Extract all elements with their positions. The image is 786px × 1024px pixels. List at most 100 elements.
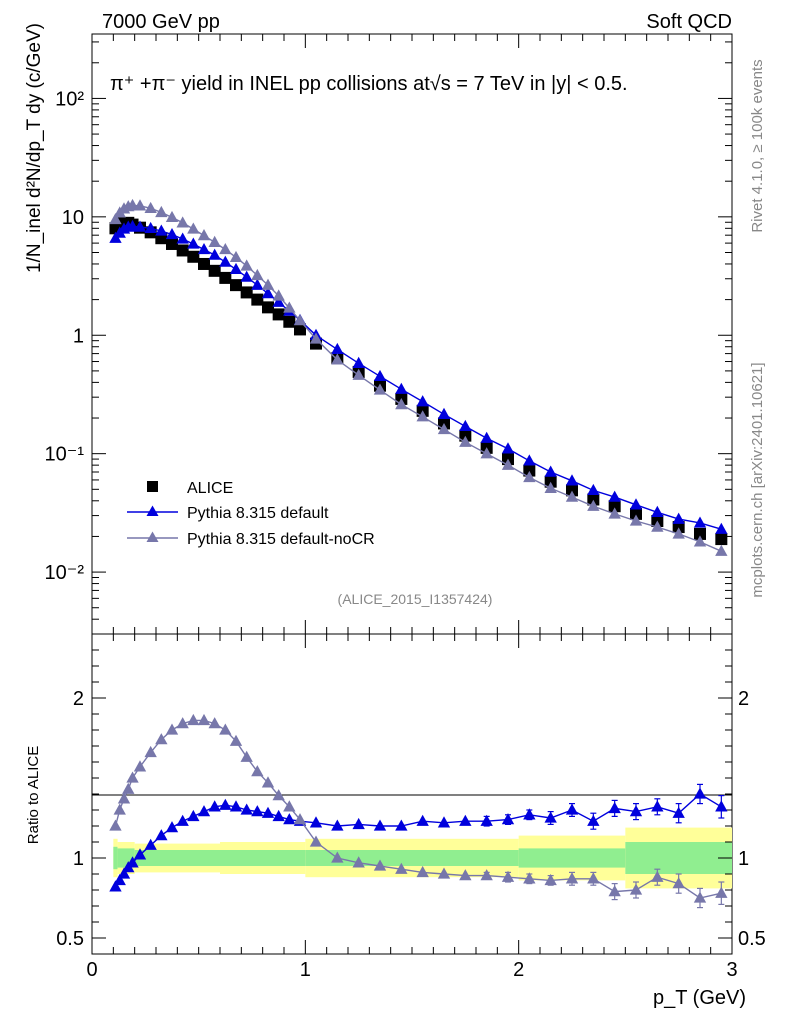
data-point-pythia-nocr bbox=[144, 201, 157, 214]
ratio-point-pythia-nocr bbox=[715, 886, 728, 898]
ratio-point-pythia-nocr bbox=[283, 800, 296, 812]
header-process-label: Soft QCD bbox=[646, 11, 732, 33]
data-point-pythia-default bbox=[693, 516, 707, 528]
ratio-point-pythia-default bbox=[501, 813, 515, 825]
ratio-point-pythia-nocr bbox=[416, 865, 429, 878]
data-point-pythia-nocr bbox=[693, 535, 707, 547]
data-point-pythia-default bbox=[187, 237, 200, 249]
ratio-point-pythia-default bbox=[587, 814, 600, 826]
main-y-axis-label: 1/N_inel d²N/dp_T dy (c/GeV) bbox=[24, 23, 45, 273]
ratio-point-pythia-nocr bbox=[565, 872, 579, 884]
data-point-pythia-nocr bbox=[187, 222, 200, 234]
ratio-point-pythia-nocr bbox=[109, 819, 122, 831]
data-point-pythia-nocr bbox=[208, 235, 221, 247]
ratio-point-pythia-default bbox=[629, 805, 643, 817]
data-point-alice bbox=[608, 500, 621, 513]
ratio-point-pythia-nocr bbox=[501, 870, 515, 882]
data-point-pythia-default bbox=[459, 419, 472, 432]
ratio-y-axis-label: Ratio to ALICE bbox=[25, 746, 42, 844]
y-axis-label-text: 1/N_inel d²N/dp_T dy (c/GeV) bbox=[24, 23, 45, 273]
ratio-point-pythia-nocr bbox=[672, 877, 685, 889]
data-point-pythia-nocr bbox=[459, 435, 472, 447]
ratio-point-pythia-default bbox=[651, 800, 664, 812]
data-point-pythia-default bbox=[155, 224, 168, 236]
data-point-pythia-default bbox=[437, 407, 451, 419]
ratio-point-pythia-nocr bbox=[126, 771, 139, 783]
ratio-point-pythia-nocr bbox=[272, 789, 285, 801]
x-axis-label: p_T (GeV) bbox=[653, 987, 746, 1009]
data-point-pythia-nocr bbox=[251, 268, 264, 281]
data-point-pythia-default bbox=[395, 382, 408, 394]
ratio-tick-label-left: 1 bbox=[73, 848, 84, 870]
mcplots-label: mcplots.cern.ch [arXiv:2401.10621] bbox=[749, 362, 766, 597]
ratio-point-pythia-nocr bbox=[144, 745, 157, 758]
ratio-point-pythia-nocr bbox=[293, 813, 307, 825]
data-point-pythia-nocr bbox=[261, 278, 275, 290]
ratio-point-pythia-default bbox=[155, 829, 168, 841]
data-point-alice bbox=[544, 475, 557, 488]
data-point-pythia-nocr bbox=[587, 499, 600, 511]
legend-marker-default bbox=[146, 505, 159, 516]
data-point-pythia-nocr bbox=[480, 447, 493, 459]
data-point-pythia-nocr bbox=[272, 289, 285, 301]
data-point-pythia-nocr bbox=[608, 507, 621, 519]
main-y-axis-ticks: 10⁻² 10⁻¹ 1 10 10² bbox=[45, 41, 732, 635]
legend-label-alice: ALICE bbox=[187, 480, 233, 497]
data-point-pythia-default bbox=[587, 483, 600, 496]
data-point-pythia-nocr bbox=[352, 368, 365, 380]
ratio-point-pythia-default bbox=[176, 814, 189, 826]
ratio-point-pythia-default bbox=[219, 798, 232, 810]
ratio-tick-label-left: 2 bbox=[73, 688, 84, 710]
data-point-pythia-default bbox=[480, 431, 493, 443]
data-point-alice bbox=[523, 464, 536, 477]
ratio-point-pythia-default bbox=[165, 821, 179, 833]
ratio-inner-band bbox=[113, 846, 118, 870]
data-point-pythia-default bbox=[165, 227, 179, 240]
y-tick-label: 10⁻¹ bbox=[45, 444, 85, 466]
data-point-pythia-default bbox=[126, 219, 139, 232]
ratio-point-pythia-nocr bbox=[229, 734, 243, 746]
data-point-pythia-nocr bbox=[331, 353, 344, 365]
data-point-pythia-nocr bbox=[240, 259, 253, 271]
y-tick-label: 10⁻² bbox=[45, 562, 85, 584]
data-point-pythia-default bbox=[608, 490, 621, 502]
y-tick-label: 10² bbox=[55, 88, 84, 110]
ratio-point-pythia-nocr bbox=[629, 883, 643, 895]
ratio-point-pythia-default bbox=[197, 805, 211, 817]
ratio-point-pythia-nocr bbox=[251, 765, 264, 777]
ratio-point-pythia-nocr bbox=[187, 713, 200, 726]
ratio-point-pythia-default bbox=[416, 814, 429, 826]
ratio-point-pythia-default bbox=[144, 838, 157, 850]
ratio-point-pythia-nocr bbox=[395, 862, 408, 874]
ratio-point-pythia-default bbox=[208, 800, 221, 812]
ratio-point-pythia-nocr bbox=[122, 782, 135, 794]
ratio-point-pythia-nocr bbox=[208, 717, 221, 729]
data-point-pythia-nocr bbox=[133, 199, 147, 211]
data-point-pythia-nocr bbox=[165, 210, 179, 223]
data-point-pythia-default bbox=[331, 342, 344, 355]
y-tick-label: 10 bbox=[62, 207, 84, 229]
ratio-y-axis-ticks: 0.5 0.5 1 1 2 2 bbox=[56, 633, 766, 950]
ratio-inner-band bbox=[220, 850, 306, 866]
ratio-point-pythia-nocr bbox=[165, 723, 179, 735]
x-axis-ticks: 0 1 2 3 bbox=[86, 34, 738, 981]
data-point-alice bbox=[694, 527, 706, 540]
data-point-pythia-default bbox=[373, 369, 387, 381]
data-point-alice bbox=[294, 323, 306, 336]
x-tick-label: 0 bbox=[86, 959, 97, 981]
data-point-pythia-default bbox=[197, 242, 211, 255]
ratio-point-pythia-default bbox=[113, 873, 126, 886]
ratio-inner-band bbox=[134, 850, 220, 866]
data-point-alice bbox=[187, 250, 200, 263]
data-point-pythia-default bbox=[715, 522, 728, 534]
data-point-pythia-nocr bbox=[565, 490, 579, 502]
ratio-point-pythia-nocr bbox=[309, 835, 323, 847]
ratio-tick-label-right: 0.5 bbox=[738, 928, 766, 950]
ratio-point-pythia-nocr bbox=[544, 873, 557, 886]
ratio-series-layer bbox=[109, 713, 728, 909]
ratio-point-pythia-nocr bbox=[459, 869, 472, 881]
ratio-plot-frame bbox=[91, 633, 733, 955]
ratio-point-pythia-nocr bbox=[197, 713, 211, 726]
ratio-point-pythia-nocr bbox=[331, 851, 344, 863]
